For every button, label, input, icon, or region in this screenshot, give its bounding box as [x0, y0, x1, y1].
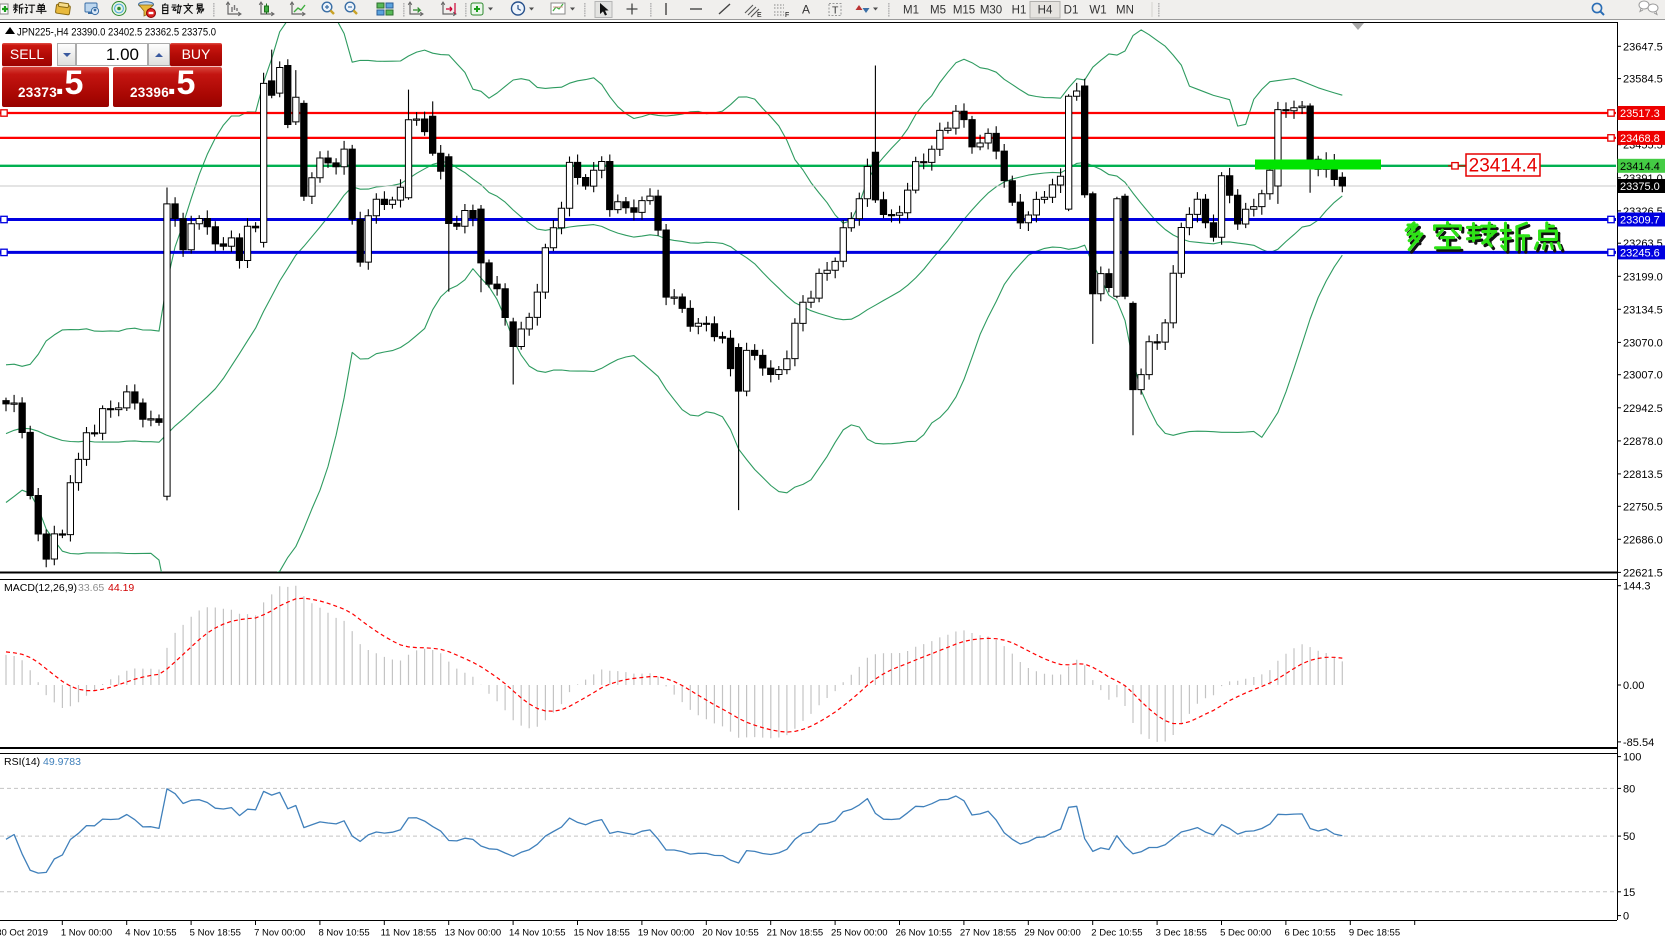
svg-text:23468.8: 23468.8	[1620, 133, 1660, 145]
svg-text:20 Nov 10:55: 20 Nov 10:55	[702, 928, 759, 939]
svg-text:26 Nov 10:55: 26 Nov 10:55	[895, 928, 952, 939]
svg-text:22813.5: 22813.5	[1623, 469, 1663, 481]
svg-text:100: 100	[1623, 752, 1641, 764]
svg-text:44.19: 44.19	[108, 582, 134, 594]
svg-text:27 Nov 18:55: 27 Nov 18:55	[960, 928, 1017, 939]
svg-text:23414.4: 23414.4	[1620, 161, 1660, 173]
svg-text:4 Nov 10:55: 4 Nov 10:55	[125, 928, 176, 939]
svg-text:11 Nov 18:55: 11 Nov 18:55	[381, 928, 437, 939]
svg-text:M1: M1	[903, 5, 919, 17]
svg-text:-85.54: -85.54	[1623, 737, 1654, 749]
svg-text:22686.0: 22686.0	[1623, 534, 1663, 546]
svg-text:22750.5: 22750.5	[1623, 501, 1663, 513]
svg-text:23245.6: 23245.6	[1620, 247, 1660, 259]
svg-text:23584.5: 23584.5	[1623, 74, 1663, 86]
svg-text:H4: H4	[1038, 5, 1053, 17]
svg-text:23375.0: 23375.0	[1620, 181, 1660, 193]
svg-text:23647.5: 23647.5	[1623, 41, 1663, 53]
svg-text:1 Nov 00:00: 1 Nov 00:00	[61, 928, 112, 939]
svg-text:6 Dec 10:55: 6 Dec 10:55	[1284, 928, 1335, 939]
svg-text:2 Dec 10:55: 2 Dec 10:55	[1091, 928, 1142, 939]
svg-text:0.00: 0.00	[1623, 680, 1644, 692]
svg-text:RSI(14): RSI(14)	[4, 756, 40, 768]
svg-text:5 Nov 18:55: 5 Nov 18:55	[190, 928, 241, 939]
svg-text:F: F	[785, 12, 789, 19]
svg-text:0: 0	[1623, 911, 1629, 923]
svg-text:W1: W1	[1089, 5, 1106, 17]
svg-text:M5: M5	[930, 5, 946, 17]
svg-text:22942.5: 22942.5	[1623, 403, 1663, 415]
svg-text:30 Oct 2019: 30 Oct 2019	[0, 928, 48, 939]
svg-text:21 Nov 18:55: 21 Nov 18:55	[767, 928, 824, 939]
svg-text:M30: M30	[980, 5, 1002, 17]
svg-text:23070.0: 23070.0	[1623, 337, 1663, 349]
svg-text:8 Nov 10:55: 8 Nov 10:55	[318, 928, 369, 939]
svg-text:14 Nov 10:55: 14 Nov 10:55	[509, 928, 566, 939]
svg-text:29 Nov 00:00: 29 Nov 00:00	[1024, 928, 1081, 939]
svg-text:23309.7: 23309.7	[1620, 215, 1660, 227]
svg-text:50: 50	[1623, 831, 1635, 843]
svg-text:15 Nov 18:55: 15 Nov 18:55	[573, 928, 630, 939]
svg-text:23517.3: 23517.3	[1620, 108, 1660, 120]
svg-text:23414.4: 23414.4	[1469, 156, 1538, 177]
svg-text:19 Nov 00:00: 19 Nov 00:00	[638, 928, 695, 939]
svg-text:23134.5: 23134.5	[1623, 304, 1663, 316]
svg-text:7 Nov 00:00: 7 Nov 00:00	[254, 928, 305, 939]
svg-text:E: E	[757, 12, 762, 19]
svg-text:23007.0: 23007.0	[1623, 370, 1663, 382]
svg-text:33.65: 33.65	[78, 582, 104, 594]
svg-text:A: A	[802, 3, 810, 17]
svg-text:15: 15	[1623, 887, 1635, 899]
svg-text:80: 80	[1623, 783, 1635, 795]
svg-text:9 Dec 18:55: 9 Dec 18:55	[1349, 928, 1400, 939]
svg-text:5 Dec 00:00: 5 Dec 00:00	[1220, 928, 1271, 939]
svg-text:MACD(12,26,9): MACD(12,26,9)	[4, 582, 77, 594]
svg-text:13 Nov 00:00: 13 Nov 00:00	[445, 928, 502, 939]
svg-text:M15: M15	[953, 5, 975, 17]
svg-text:22621.5: 22621.5	[1623, 567, 1663, 579]
svg-text:JPN225-,H4 23390.0 23402.5 23: JPN225-,H4 23390.0 23402.5 23362.5 23375…	[17, 27, 216, 39]
svg-text:23199.0: 23199.0	[1623, 271, 1663, 283]
svg-text:22878.0: 22878.0	[1623, 436, 1663, 448]
svg-text:25 Nov 00:00: 25 Nov 00:00	[831, 928, 888, 939]
svg-text:49.9783: 49.9783	[43, 756, 81, 768]
svg-text:MN: MN	[1116, 5, 1134, 17]
svg-text:D1: D1	[1064, 5, 1079, 17]
svg-text:3 Dec 18:55: 3 Dec 18:55	[1156, 928, 1207, 939]
svg-text:144.3: 144.3	[1623, 581, 1651, 593]
svg-text:T: T	[832, 5, 839, 17]
svg-text:H1: H1	[1012, 5, 1027, 17]
